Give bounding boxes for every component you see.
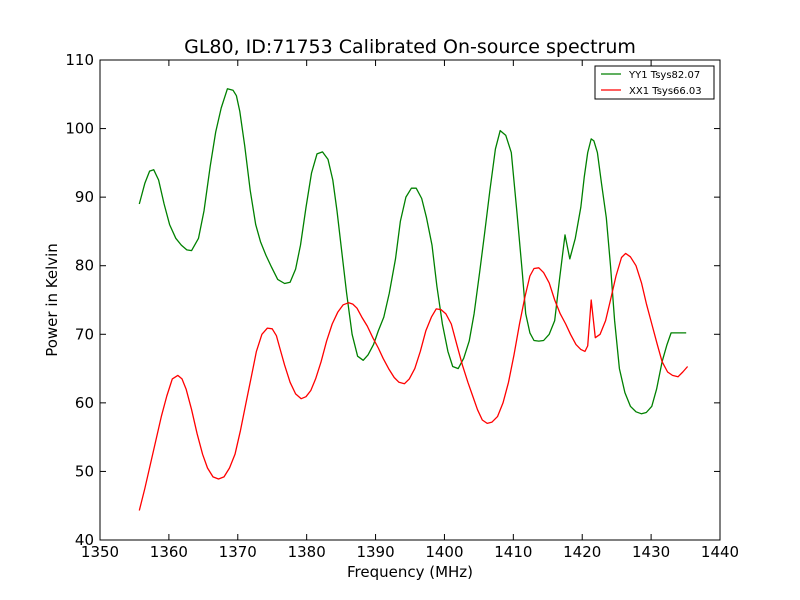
x-tick-label: 1390 — [356, 543, 394, 561]
y-tick-label: 70 — [75, 325, 94, 343]
chart-title: GL80, ID:71753 Calibrated On-source spec… — [184, 36, 636, 58]
y-tick-label: 80 — [75, 257, 94, 275]
x-tick-label: 1360 — [150, 543, 188, 561]
x-tick-label: 1350 — [81, 543, 119, 561]
legend: YY1 Tsys82.07 XX1 Tsys66.03 — [594, 65, 715, 100]
y-tick-label: 110 — [65, 51, 94, 69]
x-tick-label: 1410 — [494, 543, 532, 561]
plot-frame — [99, 59, 721, 541]
y-tick-label: 50 — [75, 462, 94, 480]
x-tick-label: 1430 — [632, 543, 670, 561]
legend-label-yy1: YY1 Tsys82.07 — [628, 70, 700, 81]
legend-label-xx1: XX1 Tsys66.03 — [629, 86, 702, 97]
series-line-yy1 — [138, 88, 687, 415]
x-axis-title: Frequency (MHz) — [347, 563, 473, 581]
y-tick-label: 60 — [75, 394, 94, 412]
x-tick-label: 1370 — [219, 543, 257, 561]
y-tick-label: 90 — [75, 188, 94, 206]
y-axis-title: Power in Kelvin — [43, 243, 61, 357]
series-layer — [138, 88, 689, 511]
x-tick-label: 1400 — [425, 543, 463, 561]
y-tick-label: 40 — [75, 531, 94, 549]
x-tick-label: 1420 — [563, 543, 601, 561]
legend-box — [594, 65, 715, 100]
x-tick-label: 1380 — [288, 543, 326, 561]
series-line-xx1 — [138, 252, 689, 511]
x-tick-label: 1440 — [701, 543, 739, 561]
ticks-layer: 1350 1360 1370 1380 1390 1400 1410 1420 1430 1440… — [65, 51, 739, 561]
y-tick-label: 100 — [65, 120, 94, 138]
